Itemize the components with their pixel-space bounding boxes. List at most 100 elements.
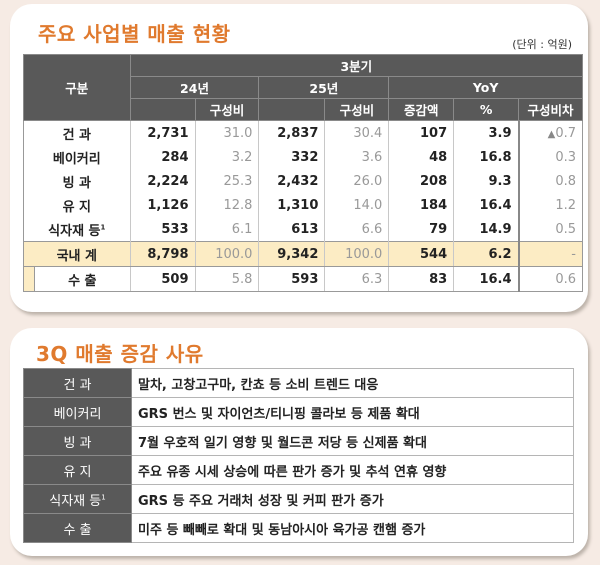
unit-label: (단위 : 억원) (512, 38, 572, 51)
section-title: 3Q 매출 증감 사유 (36, 342, 204, 366)
change-percent: 14.9 (453, 217, 520, 242)
reasons-table: 건 과 말차, 고창고구마, 칸쵸 등 소비 트렌드 대응 베이커리 GRS 번… (23, 368, 574, 543)
row-category: 베이커리 (23, 145, 131, 169)
row-reason: 말차, 고창고구마, 칸쵸 등 소비 트렌드 대응 (131, 368, 574, 398)
row-category: 수 출 (23, 266, 131, 292)
change-amount: 107 (388, 120, 455, 145)
table-row: 건 과 2,731 31.0 2,837 30.4 107 3.9 ▲0.7 (23, 120, 583, 145)
value-24: 533 (129, 217, 196, 242)
header-category: 구분 (23, 54, 131, 121)
share-24: 6.1 (194, 217, 260, 242)
change-percent: 3.9 (453, 120, 520, 145)
section-title: 주요 사업별 매출 현황 (38, 22, 231, 46)
header-25-value (258, 98, 326, 121)
sales-change-reasons-card: 3Q 매출 증감 사유 건 과 말차, 고창고구마, 칸쵸 등 소비 트렌드 대… (10, 328, 588, 556)
sales-by-business-card: 주요 사업별 매출 현황 (단위 : 억원) 구분 3분기 24년 25년 Yo… (10, 4, 588, 312)
value-24: 1,126 (129, 193, 196, 217)
share-24: 3.2 (194, 145, 260, 169)
row-reason: 주요 유종 시세 상승에 따른 판가 증가 및 추석 연휴 영향 (131, 455, 574, 485)
value-25: 2,837 (258, 120, 326, 145)
share-25: 6.6 (324, 217, 390, 242)
header-percent: % (453, 98, 520, 121)
table-row: 건 과 말차, 고창고구마, 칸쵸 등 소비 트렌드 대응 (23, 368, 574, 398)
header-change-amount: 증감액 (388, 98, 455, 121)
share-24: 5.8 (194, 266, 260, 292)
value-25: 9,342 (258, 241, 326, 267)
table-row: 식자재 등1 533 6.1 613 6.6 79 14.9 0.5 (23, 217, 583, 242)
value-24: 284 (129, 145, 196, 169)
row-category: 건 과 (23, 120, 131, 145)
share-24: 31.0 (194, 120, 260, 145)
change-percent: 9.3 (453, 169, 520, 193)
table-row: 수 출 미주 등 빼빼로 확대 및 동남아시아 육가공 캔햄 증가 (23, 513, 574, 543)
value-25: 2,432 (258, 169, 326, 193)
row-category: 수 출 (23, 513, 132, 543)
share-diff: 1.2 (517, 193, 583, 217)
header-25-share: 구성비 (324, 98, 390, 121)
table-row: 유 지 주요 유종 시세 상승에 따른 판가 증가 및 추석 연휴 영향 (23, 455, 574, 485)
row-category: 국내 계 (23, 241, 131, 267)
share-25: 3.6 (324, 145, 390, 169)
value-25: 613 (258, 217, 326, 242)
share-diff: 0.6 (517, 266, 583, 292)
row-category: 건 과 (23, 368, 132, 398)
header-share-diff: 구성비차 (518, 98, 583, 121)
header-24-share: 구성비 (194, 98, 260, 121)
header-25: 25년 (258, 76, 390, 99)
footnote-marker: 1 (101, 493, 106, 502)
share-25: 26.0 (324, 169, 390, 193)
value-25: 1,310 (258, 193, 326, 217)
table-row: 유 지 1,126 12.8 1,310 14.0 184 16.4 1.2 (23, 193, 583, 217)
footnote-marker: 1 (100, 223, 106, 232)
change-amount: 48 (388, 145, 455, 169)
row-category: 유 지 (23, 455, 132, 485)
table-row: 빙 과 2,224 25.3 2,432 26.0 208 9.3 0.8 (23, 169, 583, 193)
value-24: 8,798 (129, 241, 196, 267)
change-percent: 16.8 (453, 145, 520, 169)
row-reason: 7월 우호적 일기 영향 및 월드콘 저당 등 신제품 확대 (131, 426, 574, 456)
row-category: 식자재 등1 (23, 484, 132, 514)
value-24: 2,731 (129, 120, 196, 145)
share-24: 25.3 (194, 169, 260, 193)
export-row: 수 출 509 5.8 593 6.3 83 16.4 0.6 (23, 266, 583, 292)
share-25: 30.4 (324, 120, 390, 145)
table-row: 베이커리 284 3.2 332 3.6 48 16.8 0.3 (23, 145, 583, 169)
table-row: 식자재 등1 GRS 등 주요 거래처 성장 및 커피 판가 증가 (23, 484, 574, 514)
share-diff: - (517, 241, 583, 267)
change-percent: 16.4 (453, 193, 520, 217)
table-row: 빙 과 7월 우호적 일기 영향 및 월드콘 저당 등 신제품 확대 (23, 426, 574, 456)
table-row: 베이커리 GRS 번스 및 자이언츠/티니핑 콜라보 등 제품 확대 (23, 397, 574, 427)
change-percent: 16.4 (453, 266, 520, 292)
row-reason: GRS 번스 및 자이언츠/티니핑 콜라보 등 제품 확대 (131, 397, 574, 427)
value-24: 509 (129, 266, 196, 292)
share-24: 12.8 (194, 193, 260, 217)
change-amount: 208 (388, 169, 455, 193)
value-24: 2,224 (129, 169, 196, 193)
total-row: 국내 계 8,798 100.0 9,342 100.0 544 6.2 - (23, 241, 583, 267)
header-yoy: YoY (388, 76, 583, 99)
change-amount: 544 (388, 241, 455, 267)
header-24-value (129, 98, 196, 121)
share-25: 14.0 (324, 193, 390, 217)
header-period: 3분기 (129, 54, 584, 77)
row-reason: GRS 등 주요 거래처 성장 및 커피 판가 증가 (131, 484, 574, 514)
header-24: 24년 (129, 76, 260, 99)
row-category: 식자재 등1 (23, 217, 131, 242)
row-category: 빙 과 (23, 169, 131, 193)
row-category: 빙 과 (23, 426, 132, 456)
share-25: 100.0 (324, 241, 390, 267)
share-25: 6.3 (324, 266, 390, 292)
share-diff: 0.5 (517, 217, 583, 242)
share-diff: ▲0.7 (517, 120, 583, 145)
change-amount: 79 (388, 217, 455, 242)
share-24: 100.0 (194, 241, 260, 267)
row-category: 유 지 (23, 193, 131, 217)
change-amount: 184 (388, 193, 455, 217)
share-diff: 0.3 (517, 145, 583, 169)
value-25: 332 (258, 145, 326, 169)
share-diff: 0.8 (517, 169, 583, 193)
value-25: 593 (258, 266, 326, 292)
row-reason: 미주 등 빼빼로 확대 및 동남아시아 육가공 캔햄 증가 (131, 513, 574, 543)
row-category: 베이커리 (23, 397, 132, 427)
change-percent: 6.2 (453, 241, 520, 267)
